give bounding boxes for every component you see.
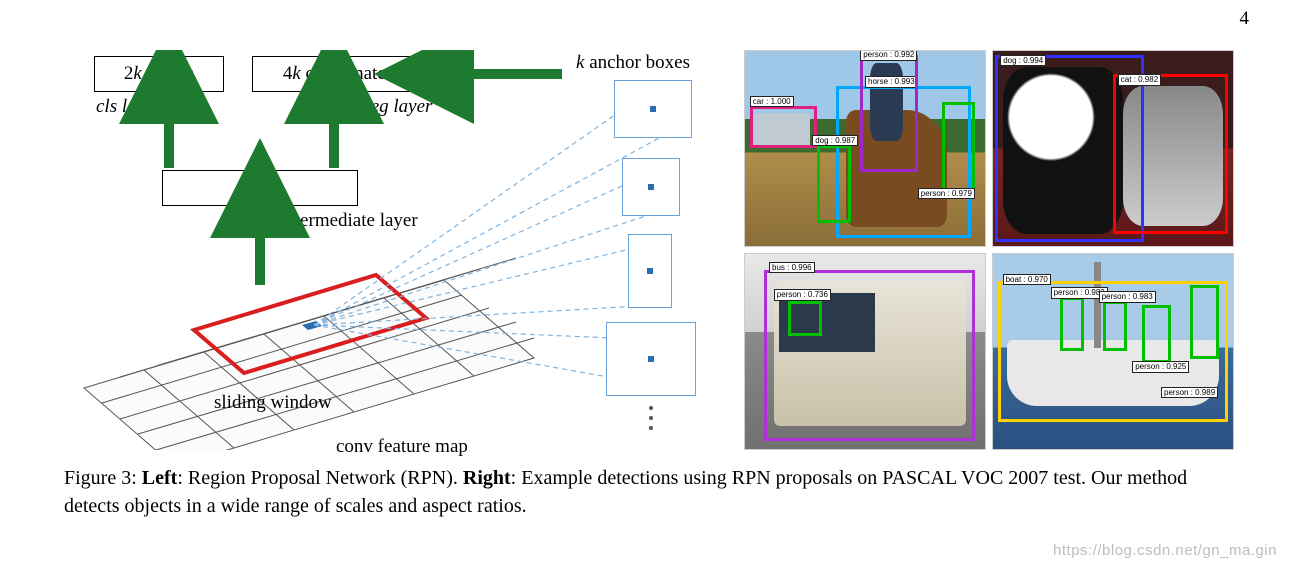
caption-left-text: : Region Proposal Network (RPN). [177, 467, 463, 489]
det-person2-label: person : 0.979 [918, 188, 975, 200]
anchor-box-1 [614, 80, 692, 138]
det-busperson-label: person : 0.736 [774, 289, 831, 301]
det-boat-label: boat : 0.970 [1003, 274, 1051, 286]
anchor-box-4 [606, 322, 696, 396]
intermediate-layer-label: intermediate layer [280, 210, 418, 232]
det-bp4-label: person : 0.989 [1161, 387, 1218, 399]
conv-map-label: conv feature map [336, 436, 468, 458]
det-cat-label: cat : 0.982 [1118, 74, 1161, 86]
example-image-3: bus : 0.996 person : 0.736 [744, 253, 986, 450]
example-image-1: car : 1.000 horse : 0.993 person : 0.992… [744, 50, 986, 247]
det-dog2-label: dog : 0.994 [1000, 55, 1046, 67]
figure-row: 2k scores 4k coordinates cls layer reg l… [64, 50, 1234, 450]
figure-caption: Figure 3: Left: Region Proposal Network … [64, 464, 1234, 520]
reg-layer-label: reg layer [364, 96, 432, 118]
det-bp3 [1142, 305, 1171, 364]
det-person1-label: person : 0.992 [860, 50, 917, 61]
coords-box-text: 4k coordinates [283, 63, 393, 85]
anchor-box-2 [622, 158, 680, 216]
det-bp1 [1060, 297, 1084, 352]
det-cat [1113, 74, 1228, 234]
det-dog-label: dog : 0.987 [812, 135, 858, 147]
det-person2 [942, 102, 976, 192]
intermediate-box: 256-d [162, 170, 358, 206]
det-bp2-label: person : 0.983 [1099, 291, 1156, 303]
example-image-2: dog : 0.994 cat : 0.982 [992, 50, 1234, 247]
caption-left-bold: Left [142, 467, 178, 489]
det-bp3-label: person : 0.925 [1132, 361, 1189, 373]
rpn-diagram: 2k scores 4k coordinates cls layer reg l… [64, 50, 744, 450]
anchor-boxes-label: k anchor boxes [576, 52, 690, 74]
sliding-window-label: sliding window [214, 392, 332, 414]
caption-prefix: Figure 3: [64, 467, 142, 489]
det-bp2 [1103, 301, 1127, 352]
det-car [750, 106, 817, 149]
scores-box: 2k scores [94, 56, 224, 92]
page-number: 4 [1240, 8, 1250, 30]
coords-box: 4k coordinates [252, 56, 424, 92]
example-image-4: boat : 0.970 person : 0.983 person : 0.9… [992, 253, 1234, 450]
det-dog [817, 145, 851, 223]
det-bus-label: bus : 0.996 [769, 262, 815, 274]
ellipsis-dots [646, 406, 656, 430]
det-person1 [860, 55, 918, 172]
caption-right-bold: Right [463, 467, 511, 489]
cls-layer-label: cls layer [96, 96, 161, 118]
anchor-box-3 [628, 234, 672, 308]
scores-box-text: 2k scores [124, 63, 194, 85]
intermediate-box-text: 256-d [238, 177, 282, 199]
det-car-label: car : 1.000 [750, 96, 794, 108]
det-bp4 [1190, 285, 1219, 359]
example-detections-grid: car : 1.000 horse : 0.993 person : 0.992… [744, 50, 1234, 450]
watermark: https://blog.csdn.net/gn_ma.gin [1053, 542, 1277, 559]
det-busperson [788, 301, 822, 336]
